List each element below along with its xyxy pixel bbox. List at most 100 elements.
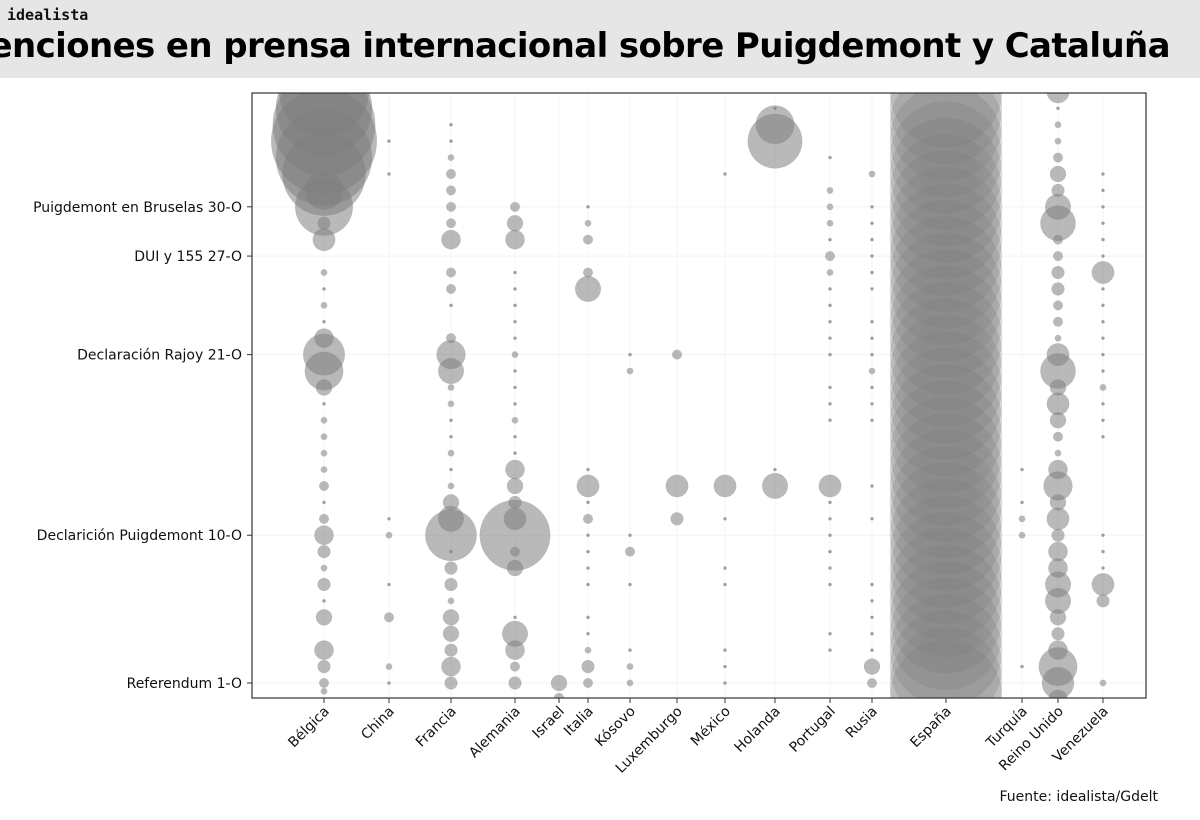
x-tick-label: Italia [561, 704, 597, 740]
bubble-point [513, 615, 517, 620]
bubble-point [1051, 183, 1065, 198]
bubble-point [506, 477, 524, 495]
bubble-point [670, 512, 684, 526]
bubble-point [442, 625, 460, 642]
bubble-point [320, 687, 328, 695]
bubble-point [586, 204, 590, 209]
bubble-point [889, 265, 1003, 379]
bubble-point [322, 599, 326, 603]
bubble-point [1054, 449, 1062, 457]
bubble-point [318, 513, 330, 524]
bubble-point [1101, 172, 1105, 176]
bubble-point [1091, 573, 1115, 596]
bubble-point [826, 219, 834, 227]
bubble-point [1101, 221, 1105, 226]
bubble-point [1101, 352, 1105, 357]
bubble-point [628, 533, 632, 538]
bubble-point [1046, 507, 1070, 531]
bubble-point [322, 319, 326, 324]
bubble-point [870, 204, 874, 209]
bubble-point [889, 511, 1003, 625]
bubble-point [584, 646, 592, 654]
bubble-point [574, 275, 602, 302]
bubble-point [449, 434, 453, 439]
bubble-point [826, 203, 834, 211]
bubble-point [889, 166, 1003, 280]
bubble-point [582, 267, 594, 278]
bubble-point [628, 648, 632, 653]
bubble-point [889, 610, 1003, 698]
bubble-point [828, 648, 832, 653]
y-tick-label: Declaración Rajoy 21-O [77, 348, 242, 364]
bubble-point [1101, 237, 1105, 242]
y-tick-label: Referendum 1-O [127, 676, 242, 692]
bubble-point [828, 418, 832, 423]
bubble-point [626, 367, 634, 375]
plot-frame [251, 92, 1147, 699]
bubble-point [320, 449, 328, 457]
bubble-point [1101, 418, 1105, 423]
bubble-point [1096, 594, 1110, 608]
bubble-point [445, 185, 457, 196]
bubble-point [755, 105, 795, 145]
bubble-point [1044, 193, 1072, 220]
bubble-point [1052, 251, 1064, 262]
bubble-point [441, 229, 461, 250]
bubble-point [322, 402, 326, 406]
bubble-point [322, 287, 326, 291]
bubble-point [870, 599, 874, 603]
bubble-point [889, 561, 1003, 674]
bubble-point [889, 446, 1003, 559]
bubble-point [889, 396, 1003, 510]
bubble-point [889, 249, 1003, 362]
bubble-point [1046, 343, 1070, 367]
bubble-point [824, 251, 836, 262]
bubble-point [505, 459, 525, 480]
bubble-point [586, 582, 590, 587]
bubble-point [628, 352, 632, 357]
bubble-point [1054, 334, 1062, 342]
bubble-point [1101, 204, 1105, 209]
bubble-point [1101, 287, 1105, 291]
bubble-point [441, 656, 461, 677]
bubble-point [889, 281, 1003, 395]
x-axis: Bélgica China Francia Alemania IsraelItaliaK… [285, 698, 1112, 777]
chart-title: Menciones en prensa internacional sobre … [0, 26, 1171, 66]
series-Alemania [479, 201, 551, 690]
bubble-point [509, 661, 521, 672]
bubble-point [449, 122, 453, 127]
bubble-point [320, 564, 328, 572]
bubble-point [550, 674, 568, 692]
bubble-point [723, 648, 727, 653]
series-Reino Unido [1038, 93, 1078, 698]
bubble-point [713, 474, 737, 498]
series-Luxemburgo [665, 349, 689, 526]
y-axis: Referendum 1-O Declarición Puigdemont 10-… [33, 200, 252, 692]
bubble-point [665, 474, 689, 498]
bubble-point [828, 566, 832, 570]
bubble-point [889, 495, 1003, 608]
bubble-point [317, 577, 331, 592]
bubble-point [828, 402, 832, 406]
bubble-point [383, 612, 395, 623]
bubble-point [1101, 254, 1105, 258]
bubble-point [447, 383, 455, 391]
bubble-point [866, 677, 878, 689]
bubble-point [870, 319, 874, 324]
bubble-point [828, 319, 832, 324]
bubble-point [889, 216, 1003, 329]
bubble-point [761, 472, 789, 500]
bubble-point [1018, 531, 1026, 539]
bubble-point [513, 303, 517, 308]
bubble-point [870, 516, 874, 521]
y-tick-label: DUI y 155 27-O [134, 249, 242, 265]
bubble-point [870, 648, 874, 653]
bubble-point [444, 676, 458, 690]
bubbles [270, 93, 1115, 698]
bubble-point [1018, 515, 1026, 523]
bubble-point [445, 333, 457, 344]
bubble-point [278, 93, 370, 137]
series-China [383, 139, 395, 685]
bubble-point [387, 139, 391, 143]
bubble-point [447, 449, 455, 457]
